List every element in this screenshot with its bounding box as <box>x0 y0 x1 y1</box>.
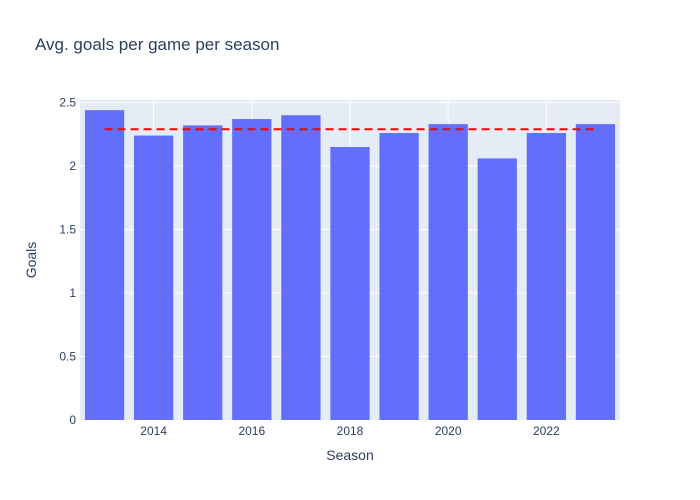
x-axis-ticks: 2014 2016 2018 2020 2022 <box>140 424 560 438</box>
bar <box>428 124 468 420</box>
y-axis-title: Goals <box>23 242 39 279</box>
x-axis-title: Season <box>326 447 373 463</box>
bar <box>84 110 125 421</box>
y-tick-label: 1 <box>69 286 76 300</box>
bar <box>526 133 566 420</box>
y-tick-label: 0.5 <box>59 350 76 364</box>
bar <box>379 133 419 420</box>
y-tick-label: 2.5 <box>59 96 76 110</box>
x-tick-label: 2014 <box>140 424 167 438</box>
bar <box>281 115 321 420</box>
bar <box>330 146 370 420</box>
x-tick-label: 2016 <box>238 424 265 438</box>
bar <box>575 124 616 420</box>
bar <box>232 119 272 421</box>
x-tick-label: 2020 <box>435 424 462 438</box>
x-tick-label: 2018 <box>337 424 364 438</box>
y-axis-ticks: 0 0.5 1 1.5 2 2.5 <box>59 96 76 427</box>
chart-title: Avg. goals per game per season <box>35 35 279 54</box>
bar <box>477 158 517 420</box>
bar <box>183 125 223 421</box>
x-tick-label: 2022 <box>533 424 560 438</box>
bar <box>134 135 174 421</box>
y-tick-label: 0 <box>69 413 76 427</box>
y-tick-label: 1.5 <box>59 223 76 237</box>
y-tick-label: 2 <box>69 159 76 173</box>
bars <box>84 110 616 421</box>
